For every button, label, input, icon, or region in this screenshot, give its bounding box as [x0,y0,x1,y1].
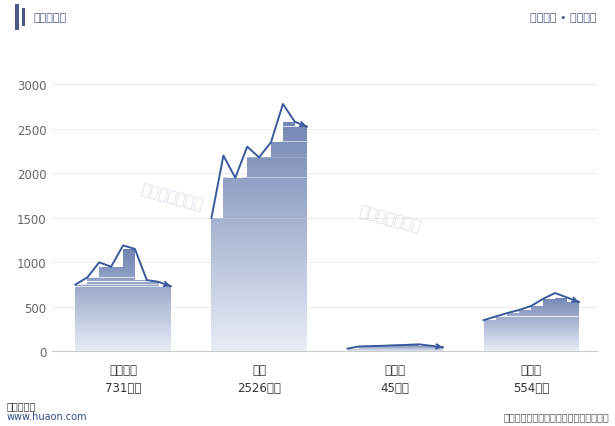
Text: 健康险: 健康险 [521,363,542,376]
Text: 财产保险: 财产保险 [109,363,137,376]
Text: 731亿元: 731亿元 [105,381,141,394]
Text: 2526亿元: 2526亿元 [237,381,281,394]
Text: www.huaon.com: www.huaon.com [6,411,87,421]
Text: 华经产业研究院: 华经产业研究院 [139,181,205,213]
Bar [22,9,25,27]
Text: 554亿元: 554亿元 [513,381,549,394]
Text: 45亿元: 45亿元 [381,381,410,394]
Text: 专业严谨 • 客观科学: 专业严谨 • 客观科学 [530,13,597,23]
Text: 单位：亿元: 单位：亿元 [6,400,36,410]
Text: 意外险: 意外险 [384,363,406,376]
Text: 华经情报网: 华经情报网 [34,13,67,23]
Bar [15,6,19,31]
Text: 寿险: 寿险 [252,363,266,376]
Text: 2016-2024年1-7月江苏保险分险种收入统计: 2016-2024年1-7月江苏保险分险种收入统计 [156,49,459,68]
Text: 资料来源：保监会，华经产业研究院整理: 资料来源：保监会，华经产业研究院整理 [503,411,609,421]
Text: 华经产业研究院: 华经产业研究院 [357,203,423,234]
